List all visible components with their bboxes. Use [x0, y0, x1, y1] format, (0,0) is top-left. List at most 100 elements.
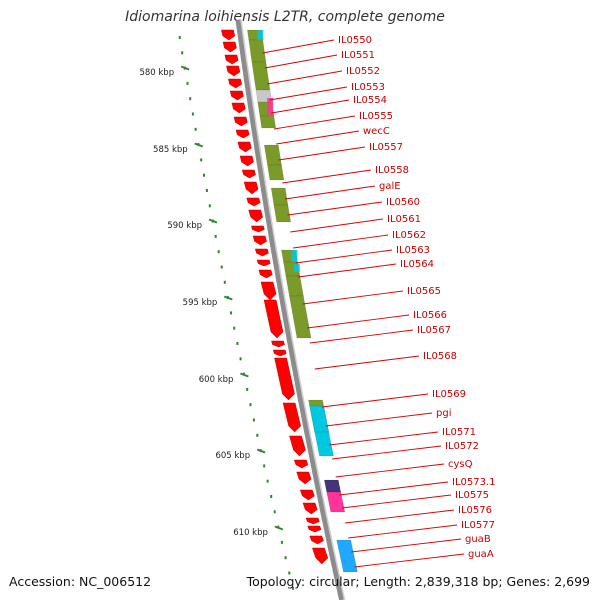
label-connector [325, 412, 433, 427]
label-connector [278, 146, 366, 161]
cog-feature [248, 39, 267, 63]
gene-arrow [312, 547, 329, 565]
gene-label: IL0561 [387, 214, 421, 225]
cog-feature [336, 539, 358, 573]
tick-label: 595 kbp [183, 298, 218, 308]
gene-arrow [246, 197, 261, 207]
major-tick [256, 448, 266, 454]
tick-dot [186, 81, 189, 85]
tick-dot [252, 418, 255, 422]
cog-feature [285, 275, 304, 297]
gene-arrow [224, 54, 239, 65]
tick-dot [284, 556, 287, 560]
label-connector [321, 393, 429, 408]
cog-feature [326, 491, 346, 513]
label-connector [293, 234, 389, 249]
label-connector [290, 218, 384, 233]
tick-dot [203, 173, 205, 177]
gene-arrow [254, 248, 269, 257]
gene-arrow [235, 129, 250, 139]
tick-dot [230, 311, 232, 315]
tick-label: 585 kbp [153, 145, 188, 155]
gene-arrow [222, 41, 237, 53]
gene-label: cysQ [448, 459, 473, 470]
cog-feature [289, 295, 312, 339]
gene-label: IL0553 [351, 82, 385, 93]
tick-dot [256, 433, 259, 437]
cog-feature [323, 479, 342, 493]
gene-arrow [226, 65, 241, 77]
gene-label: IL0569 [432, 389, 466, 400]
gene-label: IL0577 [461, 520, 495, 531]
gene-arrow [228, 78, 242, 89]
gene-arrow [243, 181, 259, 195]
gene-arrow [231, 102, 246, 114]
gene-label: IL0568 [423, 351, 457, 362]
gene-label: IL0564 [400, 259, 434, 270]
cog-feature [267, 164, 285, 181]
backbone-line [235, 19, 345, 600]
gene-label: IL0565 [407, 286, 441, 297]
cog-accent [293, 264, 300, 272]
tick-dot [239, 357, 242, 361]
label-connector [335, 463, 445, 478]
gene-arrow [221, 29, 236, 41]
tick-dot [233, 326, 236, 330]
cog-feature-track [247, 29, 358, 573]
tick-label: 580 kbp [139, 68, 174, 78]
label-connector [332, 445, 442, 460]
gene-label: IL0555 [359, 111, 393, 122]
gene-arrow [282, 402, 301, 433]
tick-dot [249, 403, 252, 407]
gene-label: IL0552 [346, 66, 380, 77]
gene-arrow [229, 90, 244, 101]
label-connector [354, 553, 465, 568]
cog-accent [267, 98, 274, 116]
cog-feature [309, 405, 330, 433]
gene-label: IL0558 [375, 165, 409, 176]
tick-dot [280, 540, 283, 544]
tick-dot [194, 127, 197, 131]
label-connector [339, 481, 449, 496]
tick-dot [246, 387, 249, 391]
gene-label: IL0562 [392, 230, 426, 241]
major-tick [208, 218, 218, 224]
label-connector [264, 54, 338, 69]
gene-arrow [299, 489, 315, 501]
tick-dot [288, 571, 291, 575]
tick-dot [200, 158, 203, 162]
gene-label: IL0567 [417, 325, 451, 336]
tick-dot [263, 464, 266, 468]
tick-label: 610 kbp [233, 528, 268, 538]
label-connector [307, 314, 410, 329]
figure-title: Idiomarina loihiensis L2TR, complete gen… [125, 9, 445, 25]
label-connector [269, 86, 348, 101]
label-connector [284, 185, 376, 200]
gene-label: IL0550 [338, 35, 372, 46]
gene-label: galE [379, 181, 401, 192]
label-connector [262, 39, 335, 54]
major-tick [223, 295, 233, 301]
tick-dot [223, 280, 226, 284]
gene-arrow [248, 209, 263, 223]
gene-arrow [239, 155, 254, 167]
gene-arrow [252, 235, 267, 246]
cog-feature [270, 187, 289, 206]
label-connector [287, 201, 383, 216]
major-tick [274, 525, 284, 531]
gene-arrow [302, 502, 318, 515]
gene-label: IL0566 [413, 310, 447, 321]
gene-arrow [233, 116, 248, 127]
genome-backbone [235, 19, 346, 600]
gene-label: IL0551 [341, 50, 375, 61]
label-connector [345, 509, 455, 524]
gene-label: IL0554 [353, 95, 387, 106]
major-tick [194, 142, 204, 148]
label-connector [329, 431, 439, 446]
tick-dot [181, 51, 184, 55]
label-connector [341, 494, 452, 509]
tick-marks: 580 kbp 585 kbp 590 kbp 595 kbp 600 kbp 605 k… [139, 65, 284, 538]
tick-dot [273, 510, 276, 514]
major-tick [180, 65, 190, 71]
tick-dot [178, 36, 181, 39]
